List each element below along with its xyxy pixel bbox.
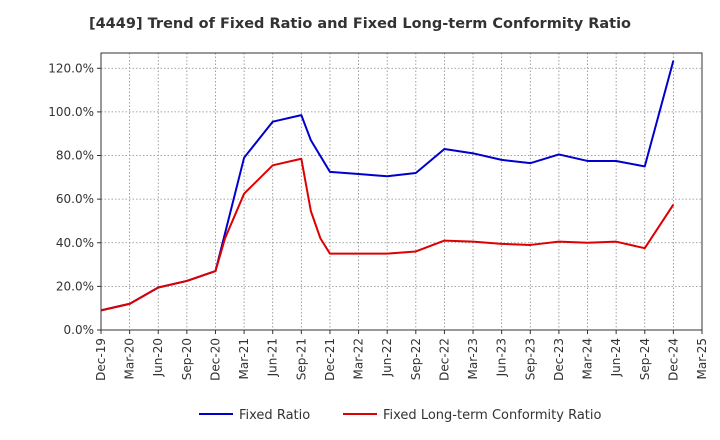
x-tick-label: Mar-25 — [695, 338, 709, 379]
series-line — [100, 60, 675, 312]
x-tick-label: Mar-23 — [466, 338, 480, 379]
y-tick-label: 60.0% — [56, 192, 94, 206]
x-tick-label: Dec-23 — [552, 338, 566, 381]
legend: Fixed Ratio Fixed Long-term Conformity Ra… — [199, 408, 602, 423]
legend-label: Fixed Ratio — [239, 408, 310, 423]
x-tick-label: Jun-20 — [151, 338, 165, 377]
x-tick-label: Sep-23 — [523, 338, 537, 380]
x-tick-label: Dec-24 — [666, 338, 680, 381]
x-tick-label: Jun-22 — [380, 338, 394, 377]
x-tick-label: Sep-21 — [294, 338, 308, 380]
x-tick-label: Sep-20 — [180, 338, 194, 380]
chart-title: [4449] Trend of Fixed Ratio and Fixed Lo… — [88, 16, 632, 32]
x-tick-label: Jun-23 — [495, 338, 509, 377]
x-tick-label: Dec-21 — [323, 338, 337, 381]
x-tick-label: Dec-20 — [208, 338, 222, 381]
x-tick-label: Sep-24 — [638, 338, 652, 380]
x-tick-label: Jun-24 — [609, 338, 623, 377]
plot-frame — [100, 52, 703, 331]
x-tick-label: Sep-22 — [409, 338, 423, 380]
axis-layer: 0.0% 20.0% 40.0% 60.0% 80.0% 100.0% 120.0% Dec-… — [48, 52, 709, 381]
grid-layer — [100, 53, 703, 331]
x-tick-label: Mar-20 — [123, 338, 137, 379]
x-tick-label: Dec-22 — [437, 338, 451, 381]
y-tick-label: 100.0% — [48, 105, 94, 119]
legend-label: Fixed Long-term Conformity Ratio — [383, 408, 602, 423]
series-layer — [100, 60, 675, 312]
y-tick-label: 0.0% — [64, 323, 95, 337]
y-tick-label: 40.0% — [56, 236, 94, 250]
x-tick-label: Mar-21 — [237, 338, 251, 379]
x-tick-label: Jun-21 — [266, 338, 280, 377]
y-tick-label: 120.0% — [48, 61, 94, 75]
y-tick-label: 20.0% — [56, 279, 94, 293]
x-tick-label: Mar-24 — [581, 338, 595, 379]
y-tick-label: 80.0% — [56, 149, 94, 163]
x-tick-label: Mar-22 — [352, 338, 366, 379]
series-line — [100, 157, 675, 312]
x-tick-label: Dec-19 — [94, 338, 108, 381]
